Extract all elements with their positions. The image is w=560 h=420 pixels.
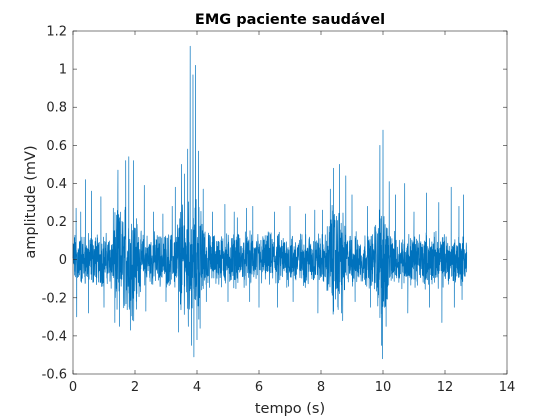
y-tick-label: 0 bbox=[59, 253, 67, 268]
y-tick-label: 0.8 bbox=[46, 101, 67, 116]
emg-signal-line bbox=[72, 45, 468, 360]
x-tick-label: 8 bbox=[317, 380, 325, 395]
axes-background bbox=[73, 31, 507, 374]
x-tick-label: 4 bbox=[193, 380, 201, 395]
y-tick-label: 1 bbox=[59, 63, 67, 78]
plot-area: 0 2 4 6 8 10 12 14 -0.6 -0.4 -0.2 0 0.2 0.4 0.6 0.8 1 1.2 bbox=[42, 25, 516, 396]
x-tick-label: 14 bbox=[499, 380, 516, 395]
axes-box bbox=[72, 30, 508, 375]
x-tick-label: 10 bbox=[375, 380, 392, 395]
y-tick-label: 0.4 bbox=[46, 177, 67, 192]
y-tick-label: -0.2 bbox=[42, 291, 67, 306]
y-axis-label: amplitude (mV) bbox=[23, 145, 39, 258]
x-tick-label: 0 bbox=[69, 380, 77, 395]
series-layer bbox=[72, 45, 468, 360]
y-tick-label: -0.6 bbox=[42, 368, 67, 383]
x-tick-label: 12 bbox=[437, 380, 454, 395]
y-tick-label: -0.4 bbox=[42, 329, 67, 344]
chart-title: EMG paciente saudável bbox=[195, 12, 385, 28]
x-tick-label: 2 bbox=[131, 380, 139, 395]
y-tick-label: 0.6 bbox=[46, 139, 67, 154]
ticks-layer: 0 2 4 6 8 10 12 14 -0.6 -0.4 -0.2 0 0.2 0.4 0.6 0.8 1 1.2 bbox=[42, 25, 516, 396]
x-tick-label: 6 bbox=[255, 380, 263, 395]
y-tick-label: 0.2 bbox=[46, 215, 67, 230]
y-tick-label: 1.2 bbox=[46, 25, 67, 40]
x-axis-label: tempo (s) bbox=[255, 401, 325, 417]
